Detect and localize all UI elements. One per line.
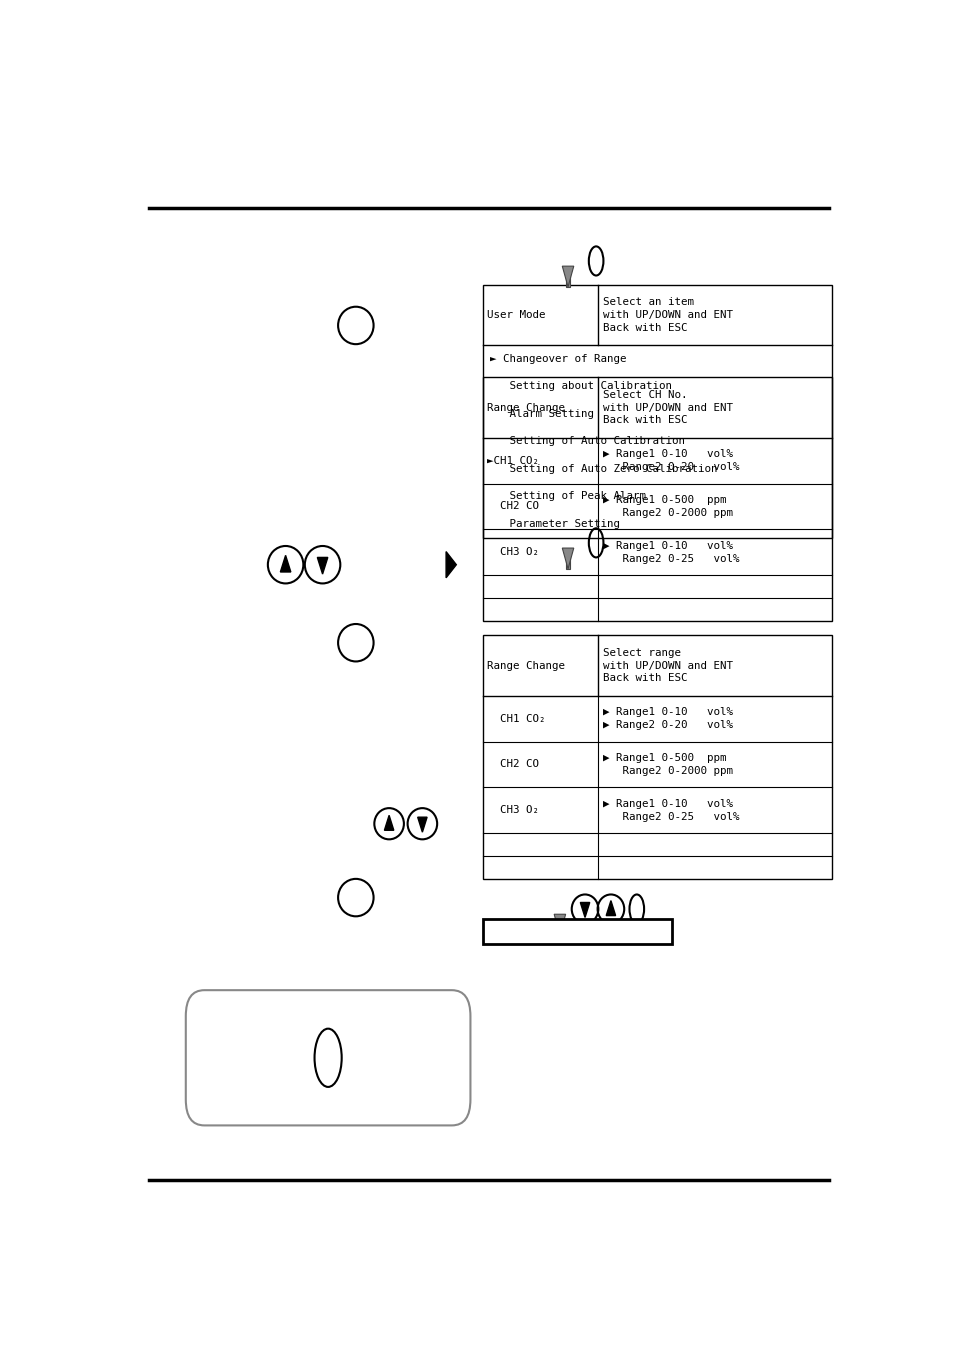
Polygon shape — [561, 266, 573, 286]
Bar — [482, 377, 831, 621]
Text: CH3 O₂: CH3 O₂ — [487, 547, 538, 557]
Bar — [482, 635, 831, 880]
Bar — [565, 550, 570, 569]
Text: Select range
with UP/DOWN and ENT
Back with ESC: Select range with UP/DOWN and ENT Back w… — [602, 648, 732, 684]
Text: CH2 CO: CH2 CO — [487, 501, 538, 512]
Text: ►CH1 CO₂: ►CH1 CO₂ — [487, 455, 538, 466]
Text: Setting of Peak Alarm: Setting of Peak Alarm — [490, 492, 646, 501]
Text: Range Change: Range Change — [487, 661, 565, 670]
Text: Range Change: Range Change — [487, 403, 565, 412]
Text: ▶ Range1 0-10   vol%
   Range2 0-20   vol%: ▶ Range1 0-10 vol% Range2 0-20 vol% — [602, 450, 739, 471]
Text: ▶ Range1 0-10   vol%
▶ Range2 0-20   vol%: ▶ Range1 0-10 vol% ▶ Range2 0-20 vol% — [602, 708, 732, 730]
Polygon shape — [446, 551, 456, 578]
Polygon shape — [605, 901, 615, 916]
Bar — [482, 285, 831, 538]
Bar — [482, 920, 671, 944]
Polygon shape — [417, 817, 427, 832]
Bar — [558, 916, 561, 935]
Text: Setting of Auto Zero Calibration: Setting of Auto Zero Calibration — [490, 463, 718, 474]
Text: CH1 CO₂: CH1 CO₂ — [487, 713, 545, 724]
Text: User Mode: User Mode — [487, 309, 545, 320]
Polygon shape — [554, 915, 565, 935]
Polygon shape — [280, 555, 291, 571]
Text: Parameter Setting: Parameter Setting — [490, 519, 619, 528]
Bar — [565, 269, 570, 286]
Text: Alarm Setting: Alarm Setting — [490, 409, 594, 419]
Polygon shape — [317, 558, 328, 574]
Polygon shape — [579, 902, 589, 917]
Text: Setting about Calibration: Setting about Calibration — [490, 381, 672, 392]
Text: ▶ Range1 0-10   vol%
   Range2 0-25   vol%: ▶ Range1 0-10 vol% Range2 0-25 vol% — [602, 798, 739, 821]
Text: ▶ Range1 0-500  ppm
   Range2 0-2000 ppm: ▶ Range1 0-500 ppm Range2 0-2000 ppm — [602, 753, 732, 775]
Text: Setting of Auto Calibration: Setting of Auto Calibration — [490, 436, 684, 446]
Text: ▶ Range1 0-10   vol%
   Range2 0-25   vol%: ▶ Range1 0-10 vol% Range2 0-25 vol% — [602, 540, 739, 563]
Text: ▶ Range1 0-500  ppm
   Range2 0-2000 ppm: ▶ Range1 0-500 ppm Range2 0-2000 ppm — [602, 494, 732, 517]
Text: CH3 O₂: CH3 O₂ — [487, 805, 538, 815]
FancyBboxPatch shape — [186, 990, 470, 1125]
Text: CH2 CO: CH2 CO — [487, 759, 538, 770]
Polygon shape — [384, 815, 394, 831]
Text: Select an item
with UP/DOWN and ENT
Back with ESC: Select an item with UP/DOWN and ENT Back… — [602, 297, 732, 332]
Text: Select CH No.
with UP/DOWN and ENT
Back with ESC: Select CH No. with UP/DOWN and ENT Back … — [602, 390, 732, 426]
Polygon shape — [561, 549, 573, 569]
Text: ► Changeover of Range: ► Changeover of Range — [490, 354, 626, 363]
